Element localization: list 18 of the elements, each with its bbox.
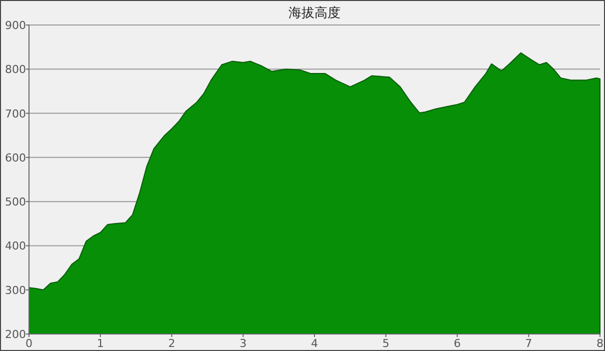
x-tick-label: 3 <box>240 337 247 350</box>
x-tick-label: 5 <box>382 337 390 350</box>
x-tick-label: 1 <box>96 337 104 350</box>
chart-title: 海拔高度 <box>288 5 340 21</box>
y-tick-label: 600 <box>5 151 26 164</box>
x-tick-label: 6 <box>454 337 461 350</box>
x-tick-label: 8 <box>596 337 604 350</box>
x-tick-label: 4 <box>311 337 318 350</box>
y-tick-label: 300 <box>5 284 26 297</box>
y-tick-label: 700 <box>5 107 26 120</box>
y-tick-label: 200 <box>5 328 26 341</box>
y-tick-label: 500 <box>5 196 26 209</box>
x-tick-label: 2 <box>168 337 176 350</box>
x-tick-label: 0 <box>26 337 32 350</box>
y-tick-label: 900 <box>5 19 26 32</box>
x-tick-label: 7 <box>525 337 532 350</box>
y-tick-label: 400 <box>5 240 26 253</box>
y-tick-label: 800 <box>5 63 26 76</box>
